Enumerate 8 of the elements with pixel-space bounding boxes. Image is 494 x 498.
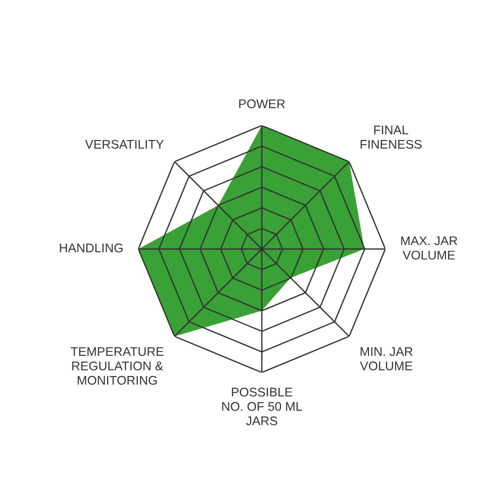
spoke-label: VERSATILITY: [85, 140, 164, 149]
spoke-label: MIN. JAR VOLUME: [360, 347, 413, 370]
spoke-label: FINAL FINENESS: [360, 126, 422, 149]
spoke-label: TEMPERATURE REGULATION & MONITORING: [70, 347, 164, 385]
spoke-label: HANDLING: [60, 244, 123, 252]
spoke-label: POWER: [239, 99, 285, 108]
spoke-label: POSSIBLE NO. OF 50 ML JARS: [222, 388, 302, 426]
spoke-label: MAX. JAR VOLUME: [401, 236, 458, 260]
